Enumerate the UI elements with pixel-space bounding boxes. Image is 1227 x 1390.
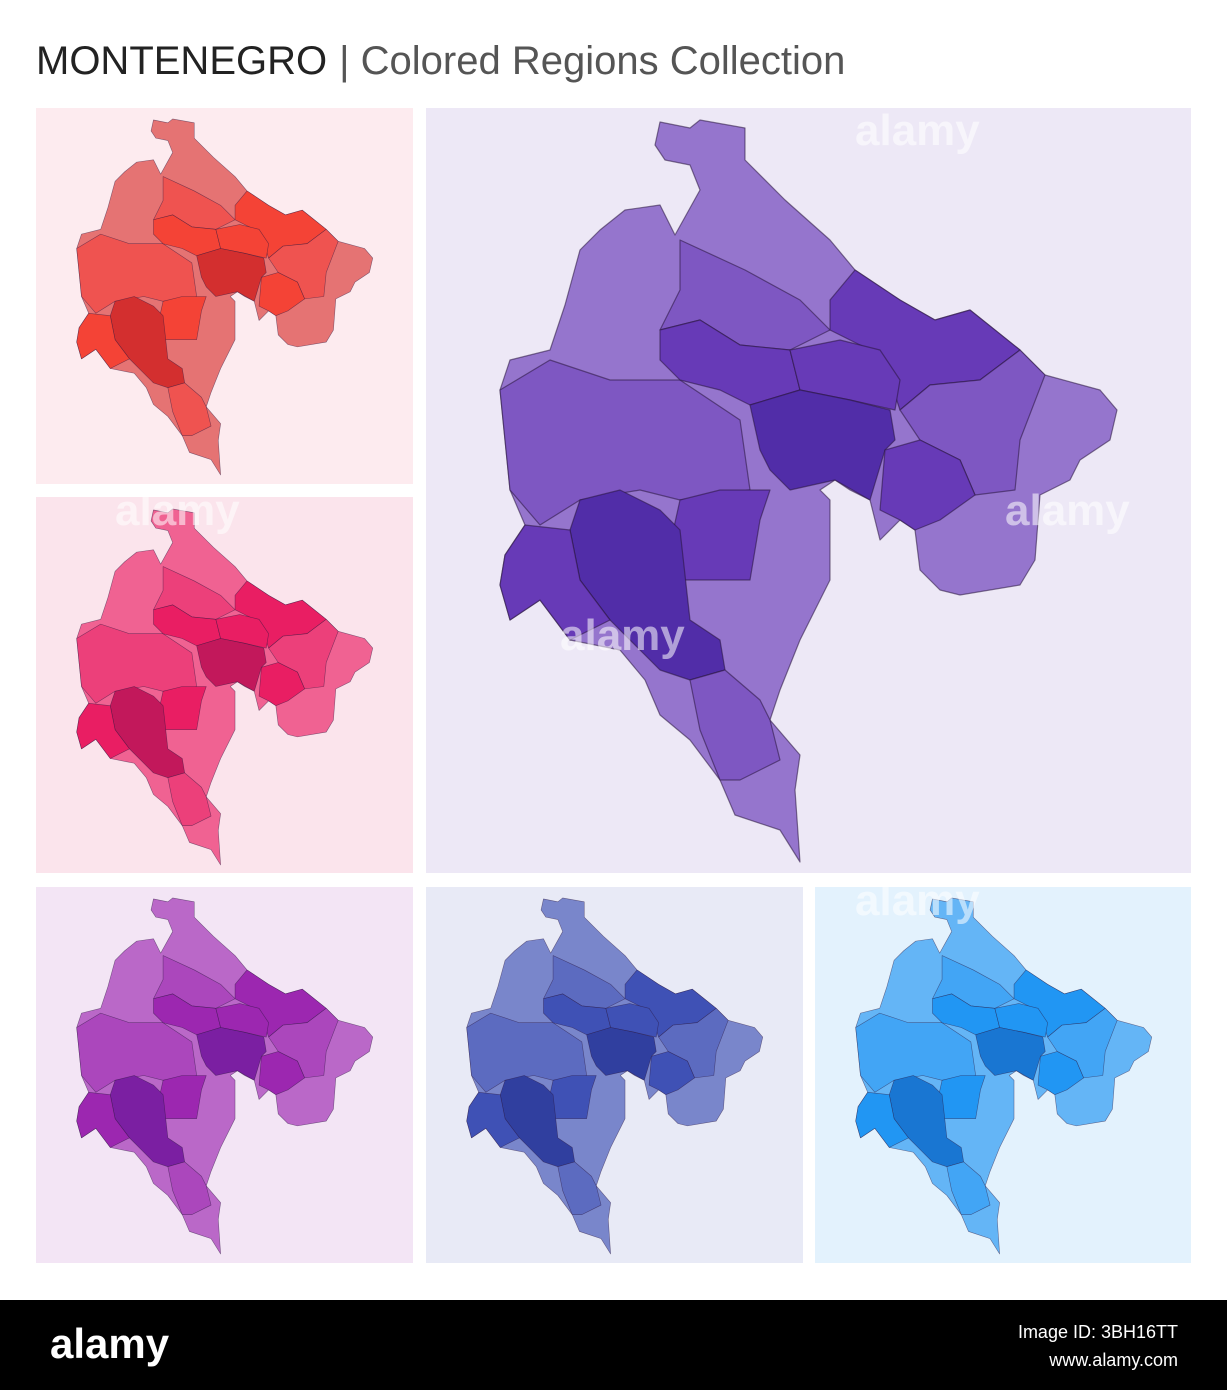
watermark: alamy bbox=[560, 611, 685, 660]
watermark: alamy bbox=[1005, 486, 1130, 535]
watermark: alamy bbox=[855, 106, 980, 155]
image-id: Image ID: 3BH16TT bbox=[1018, 1322, 1178, 1342]
footer-logo: alamy bbox=[50, 1320, 170, 1367]
footer-bar bbox=[0, 1300, 1227, 1390]
watermark: alamy bbox=[855, 876, 980, 925]
subtitle: | Colored Regions Collection bbox=[339, 39, 845, 83]
watermark: alamy bbox=[115, 486, 240, 535]
footer-url: www.alamy.com bbox=[1048, 1350, 1178, 1370]
title: MONTENEGRO bbox=[36, 39, 327, 83]
